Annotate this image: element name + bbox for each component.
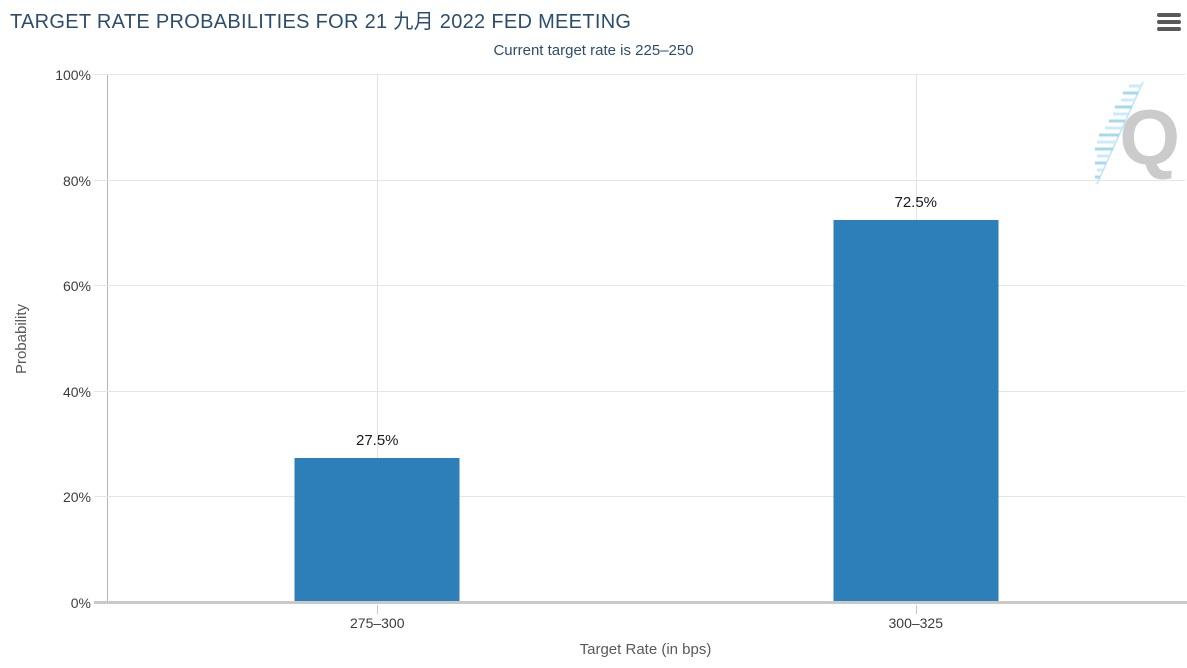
x-axis-baseline [94, 601, 1187, 604]
y-tick-label: 0% [70, 595, 91, 611]
bar-300–325[interactable] [833, 220, 999, 603]
y-tick-label: 20% [62, 489, 91, 506]
x-tick-label: 275–300 [349, 615, 405, 631]
x-axis-title: Target Rate (in bps) [579, 641, 712, 658]
plot-area: Q 0% 20% 40% 60% 80% 100% 27.5% 275–300 72.5% 300… [55, 67, 1187, 631]
y-axis-title: Probability [13, 303, 30, 375]
x-tick-mark [915, 605, 917, 614]
bar-275–300[interactable] [294, 457, 460, 603]
chart-menu-button[interactable] [1157, 13, 1181, 35]
y-gridline-80 [94, 179, 1185, 181]
bar-value-label: 72.5% [894, 194, 938, 212]
y-gridline-40 [94, 390, 1185, 392]
y-gridline-60 [94, 285, 1185, 287]
y-gridline-20 [94, 496, 1185, 498]
x-tick-label: 300–325 [888, 615, 944, 631]
q-letter: Q [1119, 93, 1180, 181]
hamburger-icon [1157, 13, 1181, 31]
y-tick-label: 80% [62, 172, 91, 189]
y-tick-label: 40% [62, 383, 91, 400]
y-tick-label: 100% [55, 67, 91, 83]
y-axis-title-wrap: Probability [13, 75, 30, 603]
x-tick-mark [377, 605, 379, 614]
quikstrike-logo-watermark: Q [1085, 78, 1181, 190]
bar-value-label: 27.5% [355, 431, 399, 449]
y-gridline-100 [94, 74, 1185, 75]
chart-title: TARGET RATE PROBABILITIES FOR 21 九月 2022… [10, 11, 632, 33]
chart-subtitle: Current target rate is 225–250 [493, 42, 694, 59]
y-tick-label: 60% [62, 278, 91, 295]
x-gridline-1 [377, 75, 379, 603]
quikstrike-q-logo [1095, 81, 1144, 185]
